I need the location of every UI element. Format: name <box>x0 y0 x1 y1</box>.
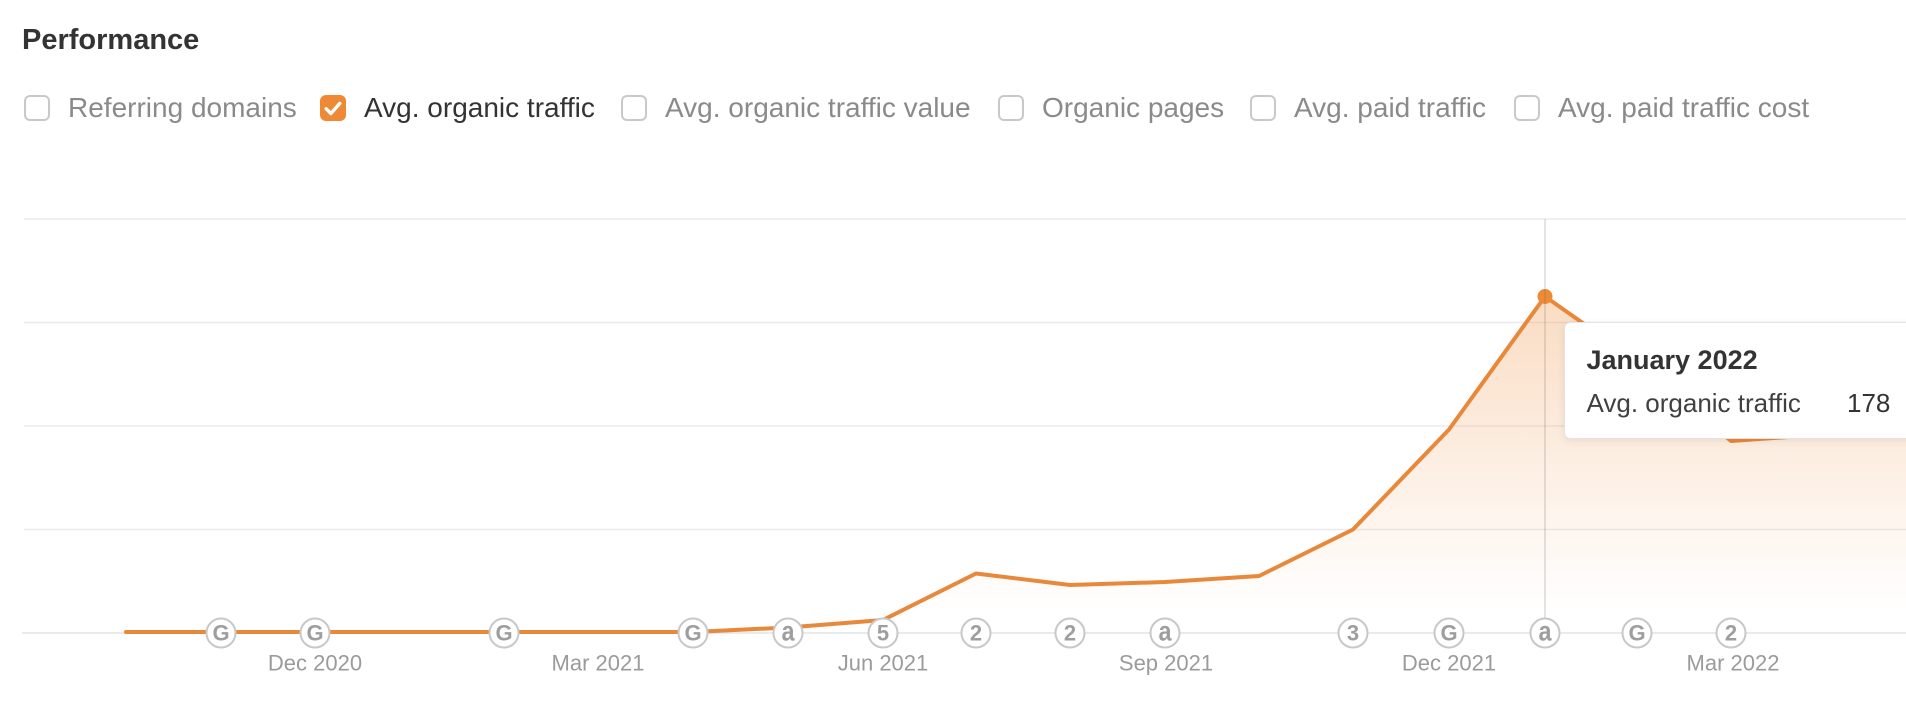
svg-text:G: G <box>306 621 323 646</box>
svg-text:3: 3 <box>1347 621 1359 646</box>
svg-text:G: G <box>1440 621 1457 646</box>
svg-text:a: a <box>1539 616 1552 647</box>
svg-text:Dec 2020: Dec 2020 <box>268 651 362 676</box>
svg-text:2: 2 <box>1725 621 1737 646</box>
svg-text:Dec 2021: Dec 2021 <box>1402 651 1496 676</box>
svg-text:2: 2 <box>1064 621 1076 646</box>
svg-text:Mar 2021: Mar 2021 <box>552 651 645 676</box>
svg-text:Mar 2022: Mar 2022 <box>1687 651 1780 676</box>
svg-text:Jun 2021: Jun 2021 <box>838 651 929 676</box>
svg-text:a: a <box>782 616 795 647</box>
svg-text:G: G <box>684 621 701 646</box>
svg-text:G: G <box>212 621 229 646</box>
svg-text:G: G <box>495 621 512 646</box>
svg-text:G: G <box>1628 621 1645 646</box>
svg-text:Sep 2021: Sep 2021 <box>1119 651 1213 676</box>
svg-text:a: a <box>1159 616 1172 647</box>
svg-text:2: 2 <box>970 621 982 646</box>
svg-text:5: 5 <box>877 621 889 646</box>
